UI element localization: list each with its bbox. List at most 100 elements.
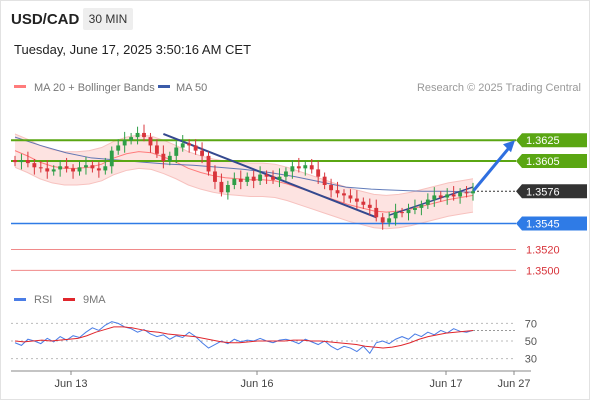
- ma20-legend-label: MA 20 + Bollinger Bands: [34, 82, 155, 94]
- candle-body: [445, 194, 450, 198]
- candle-body: [135, 132, 140, 138]
- candle-body: [458, 192, 463, 197]
- ma50-legend-label: MA 50: [176, 82, 207, 94]
- candle-body: [84, 165, 88, 168]
- uptrend-line: [388, 186, 474, 216]
- price-tag-label: 1.3520: [526, 245, 560, 257]
- candle-body: [232, 178, 237, 186]
- price-tag-label: 1.3545: [526, 219, 560, 231]
- bollinger-lower: [14, 166, 474, 230]
- candle-body: [64, 166, 69, 169]
- price-tag: [516, 216, 587, 231]
- candle-body: [335, 190, 340, 194]
- x-tick-label: Jun 17: [429, 378, 462, 390]
- candle-body: [51, 169, 56, 172]
- candle-body: [303, 165, 308, 169]
- candle-body: [342, 193, 346, 196]
- candle-body: [25, 160, 30, 164]
- candle-body: [464, 192, 469, 194]
- candle-body: [406, 209, 411, 214]
- candle-body: [309, 165, 314, 170]
- candle-body: [19, 160, 24, 163]
- candlesticks: [13, 124, 475, 230]
- candle-body: [258, 174, 263, 181]
- projection-arrow: [471, 144, 513, 193]
- candle-body: [129, 137, 134, 141]
- symbol-title: USD/CAD: [11, 11, 80, 28]
- candle-body: [122, 140, 127, 146]
- candle-body: [96, 168, 101, 171]
- candle-body: [167, 155, 172, 162]
- candle-body: [354, 198, 359, 202]
- candle-body: [116, 145, 121, 151]
- ma9-legend-swatch: [63, 298, 75, 301]
- x-tick-label: Jun 16: [240, 378, 273, 390]
- candle-body: [71, 168, 75, 172]
- ma50-line: [14, 136, 474, 193]
- ma20-legend-swatch: [14, 85, 26, 88]
- candle-body: [58, 166, 63, 170]
- rsi-tick-label: 70: [525, 318, 537, 330]
- candle-body: [277, 176, 282, 180]
- candle-body: [283, 171, 288, 177]
- price-labels: 1.3625 1.3605 1.3576 1.3545 1.3520 1.3500: [516, 133, 587, 277]
- candle-body: [251, 176, 256, 181]
- timeframe-button[interactable]: 30 MIN: [83, 8, 133, 30]
- candle-body: [77, 167, 82, 172]
- ma50-legend-swatch: [158, 85, 170, 88]
- price-tag-label: 1.3500: [526, 265, 560, 277]
- candle-body: [225, 185, 230, 193]
- candle-body: [438, 195, 443, 198]
- rsi-panel: 70 50 30: [11, 318, 537, 366]
- candle-body: [393, 212, 398, 219]
- candle-body: [187, 143, 192, 146]
- ma9-legend-label: 9MA: [83, 294, 106, 306]
- candle-body: [361, 201, 366, 205]
- candle-body: [13, 160, 17, 163]
- candle-body: [174, 147, 179, 156]
- credit-label: Research © 2025 Trading Central: [417, 82, 581, 94]
- candle-body: [161, 153, 166, 162]
- rsi-line: [14, 321, 474, 355]
- candle-body: [45, 168, 50, 172]
- price-tag-label: 1.3605: [526, 156, 560, 168]
- trendlines: [163, 133, 515, 219]
- candle-body: [238, 178, 243, 182]
- candle-body: [380, 217, 385, 223]
- rsi-tick-label: 30: [525, 354, 537, 366]
- candle-body: [200, 150, 205, 156]
- candle-body: [432, 195, 437, 200]
- candle-body: [400, 212, 404, 214]
- candle-body: [451, 194, 456, 197]
- candle-body: [271, 176, 275, 180]
- candle-body: [38, 167, 43, 169]
- timestamp: Tuesday, June 17, 2025 3:50:16 AM CET: [14, 42, 252, 57]
- price-tag: [516, 154, 587, 169]
- candle-body: [419, 204, 424, 208]
- candle-body: [154, 145, 159, 154]
- candle-body: [32, 163, 37, 168]
- candle-body: [316, 169, 321, 177]
- candle-body: [193, 145, 198, 151]
- candle-body: [471, 191, 475, 194]
- candle-body: [367, 204, 372, 208]
- ma9-line: [14, 326, 474, 349]
- x-tick-label: Jun 13: [54, 378, 87, 390]
- candle-body: [290, 166, 295, 172]
- rsi-legend-swatch: [14, 298, 26, 301]
- bollinger-bands: [15, 133, 473, 229]
- bollinger-band-area: [15, 133, 473, 229]
- bollinger-upper: [14, 133, 474, 196]
- candle-body: [245, 176, 250, 182]
- candle-body: [109, 150, 114, 167]
- price-tag: [516, 133, 587, 148]
- candle-body: [374, 207, 379, 218]
- candle-body: [413, 207, 417, 210]
- candle-body: [322, 176, 327, 186]
- candle-body: [219, 181, 224, 193]
- x-axis: Jun 13 Jun 16 Jun 17 Jun 27: [54, 371, 531, 390]
- candle-body: [142, 132, 146, 138]
- candle-body: [206, 155, 211, 172]
